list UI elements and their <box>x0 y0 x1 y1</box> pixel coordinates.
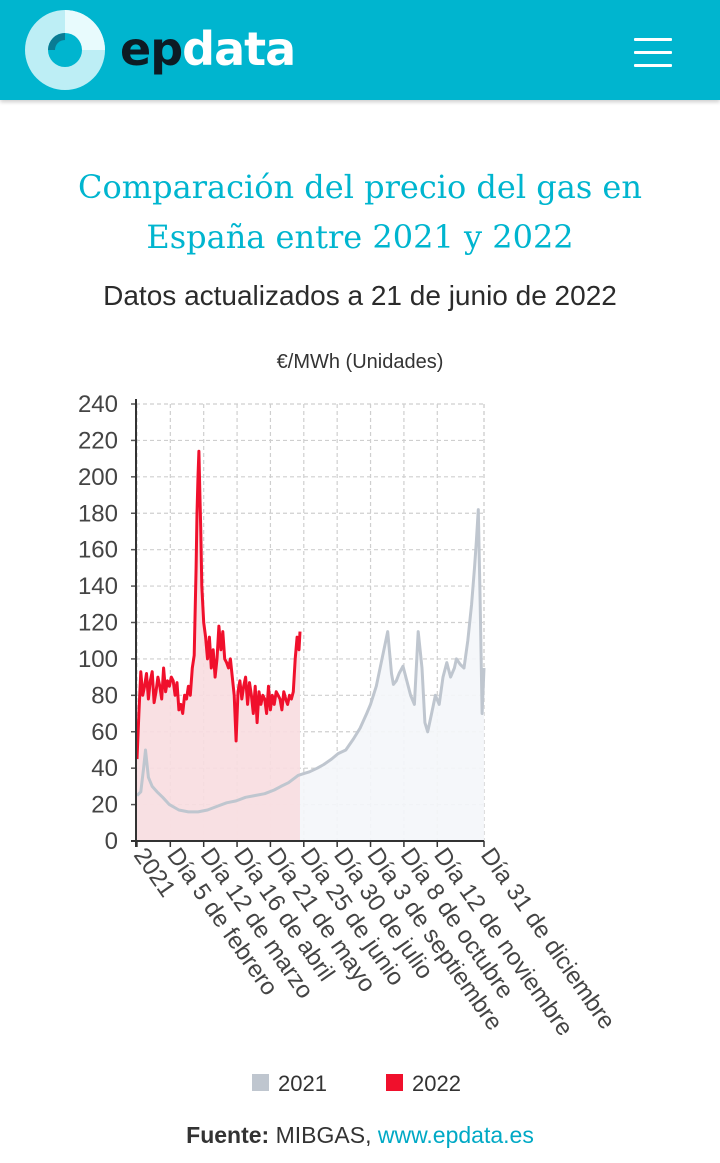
y-tick-label: 100 <box>78 646 118 673</box>
brand-name[interactable]: epdata <box>120 22 296 76</box>
source-link[interactable]: www.epdata.es <box>377 1122 534 1148</box>
y-tick-label: 20 <box>91 792 118 819</box>
legend-label-2022: 2022 <box>412 1071 461 1096</box>
chart-title: Comparación del precio del gas en España… <box>78 168 642 256</box>
legend-swatch-2022 <box>386 1074 403 1091</box>
y-tick-label: 60 <box>91 719 118 746</box>
epdata-logo[interactable] <box>24 9 106 91</box>
source-credit: Fuente: MIBGAS, www.epdata.es <box>0 1122 720 1149</box>
y-tick-label: 120 <box>78 610 118 637</box>
brand-ep: ep <box>120 22 183 76</box>
y-tick-label: 160 <box>78 537 118 564</box>
series-line-2021 <box>135 508 486 814</box>
y-tick-label: 0 <box>105 828 118 855</box>
y-tick-label: 140 <box>78 573 118 600</box>
y-axis-title: €/MWh (Unidades) <box>277 351 444 373</box>
legend-swatch-2021 <box>252 1074 269 1091</box>
brand-data: data <box>182 22 296 76</box>
chart-subtitle: Datos actualizados a 21 de junio de 2022 <box>103 280 617 311</box>
y-tick-label: 220 <box>78 427 118 454</box>
y-tick-label: 180 <box>78 500 118 527</box>
series-area-2021 <box>136 509 484 841</box>
site-header: epdata <box>0 0 720 100</box>
source-name: MIBGAS, <box>275 1122 372 1148</box>
y-tick-label: 240 <box>78 391 118 418</box>
legend-label-2021: 2021 <box>278 1071 327 1096</box>
source-label: Fuente: <box>186 1122 270 1148</box>
y-tick-label: 40 <box>91 755 118 782</box>
y-tick-label: 200 <box>78 464 118 491</box>
hamburger-menu-icon[interactable] <box>634 38 678 68</box>
series-line-2022 <box>135 449 302 760</box>
y-tick-label: 80 <box>91 682 118 709</box>
chart-legend: 2021 2022 <box>0 1068 720 1098</box>
price-chart: €/MWh (Unidades) 0 20 40 60 80 100 120 140 160 180… <box>78 351 620 1041</box>
